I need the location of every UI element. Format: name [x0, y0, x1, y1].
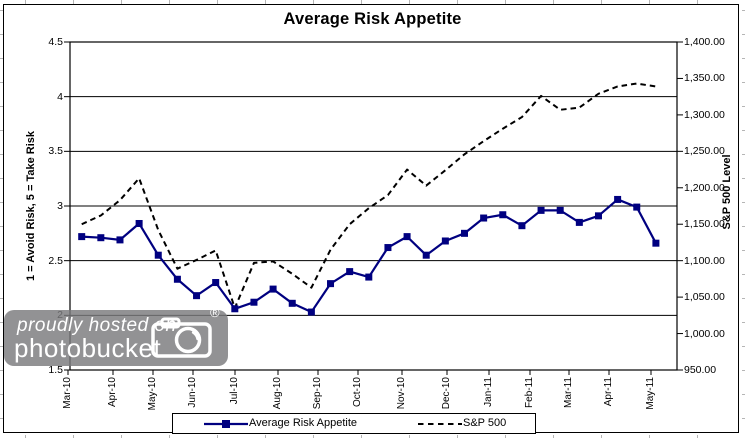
y-right-tick-label: 1,250.00	[684, 145, 725, 158]
series-risk-marker	[78, 233, 86, 241]
watermark-text-line2: photobucket	[14, 333, 162, 363]
y-right-tick-label: 1,000.00	[684, 327, 725, 340]
series-risk-marker	[422, 251, 430, 259]
x-tick-label: May-11	[645, 377, 656, 410]
x-tick-label: Apr-10	[107, 377, 118, 408]
y-right-tick-label: 1,400.00	[684, 36, 725, 48]
spreadsheet-gridline-sliver-left	[0, 0, 3, 438]
series-risk-marker	[327, 280, 335, 288]
x-tick-label: Jan-11	[483, 377, 494, 407]
series-risk-marker	[633, 203, 641, 211]
series-risk-marker	[384, 244, 392, 252]
spreadsheet-gridline-sliver-bottom	[0, 435, 745, 438]
camera-icon	[151, 317, 212, 358]
x-tick-label: May-10	[147, 377, 158, 411]
series-risk-marker	[594, 212, 602, 220]
series-risk-marker	[441, 237, 449, 245]
series-risk-marker	[365, 273, 373, 281]
x-tick-label: Dec-10	[441, 377, 452, 410]
series-risk-marker	[193, 292, 201, 300]
x-tick-label: Feb-11	[524, 377, 535, 408]
series-risk-marker	[518, 222, 526, 230]
x-tick-label: Oct-10	[352, 377, 363, 408]
y-right-tick-label: 1,150.00	[684, 218, 725, 231]
watermark-text-line1: proudly hosted on	[17, 315, 177, 336]
plot-border	[69, 41, 678, 371]
x-tick-label: Aug-10	[272, 377, 283, 410]
legend: Average Risk Appetite S&P 500	[172, 413, 536, 434]
series-risk-marker	[537, 206, 545, 214]
legend-line-marker-icon	[204, 420, 248, 428]
x-tick-label: Mar-11	[563, 377, 574, 408]
y-right-tick-label: 1,050.00	[684, 291, 725, 304]
spreadsheet-gridline-sliver-top	[0, 0, 745, 4]
spreadsheet-gridline-sliver-right	[742, 0, 745, 438]
series-risk-marker	[212, 279, 220, 287]
series-risk-marker	[480, 214, 488, 222]
registered-mark-icon: ®	[210, 305, 220, 320]
legend-item-sp500: S&P 500	[463, 417, 507, 429]
series-risk-marker	[614, 195, 622, 203]
series-risk-marker	[173, 275, 181, 283]
y-right-tick-label: 1,350.00	[684, 72, 725, 85]
series-risk-marker	[652, 239, 660, 247]
y-left-tick-label: 2.5	[48, 254, 63, 267]
series-risk-marker	[135, 219, 143, 227]
series-risk-marker	[499, 211, 507, 219]
y-right-tick-label: 1,300.00	[684, 108, 725, 121]
y-right-tick-label: 950.00	[684, 364, 717, 376]
watermark: proudly hosted on photobucket ®	[4, 305, 228, 366]
x-tick-label: Nov-10	[396, 377, 407, 410]
x-tick-label: Jul-10	[229, 377, 240, 405]
series-risk-marker	[231, 305, 239, 313]
x-tick-label: Apr-11	[603, 377, 614, 407]
series-risk-marker	[97, 234, 105, 242]
series-risk-line	[81, 198, 657, 314]
x-tick-label: Sep-10	[312, 377, 323, 410]
series-risk-marker	[575, 218, 583, 226]
y-left-tick-label: 4	[57, 90, 63, 103]
y-left-tick-label: 4.5	[48, 36, 63, 48]
y-left-tick-label: 1.5	[48, 364, 63, 376]
series-risk-marker	[250, 298, 258, 306]
series-risk-marker	[461, 229, 468, 237]
series-risk-marker	[288, 299, 296, 307]
y-right-tick-label: 1,100.00	[684, 254, 725, 267]
series-risk-marker	[403, 233, 411, 241]
series-risk-marker	[116, 236, 124, 244]
series-risk-marker	[556, 206, 564, 214]
series-risk-marker	[269, 285, 277, 293]
legend-dashed-line-icon	[418, 423, 462, 425]
x-tick-label: Jun-10	[187, 377, 198, 408]
y-right-tick-label: 1,200.00	[684, 181, 725, 194]
legend-item-risk-appetite: Average Risk Appetite	[249, 417, 358, 429]
y-left-tick-label: 3.5	[48, 145, 63, 158]
series-risk-marker	[154, 251, 162, 259]
series-sp500-line	[81, 82, 657, 310]
chart-title: Average Risk Appetite	[283, 10, 462, 28]
series-risk-marker	[346, 268, 354, 276]
x-tick-label: Mar-10	[62, 377, 73, 409]
series-risk-marker	[307, 308, 315, 316]
y-left-tick-label: 3	[57, 200, 63, 212]
